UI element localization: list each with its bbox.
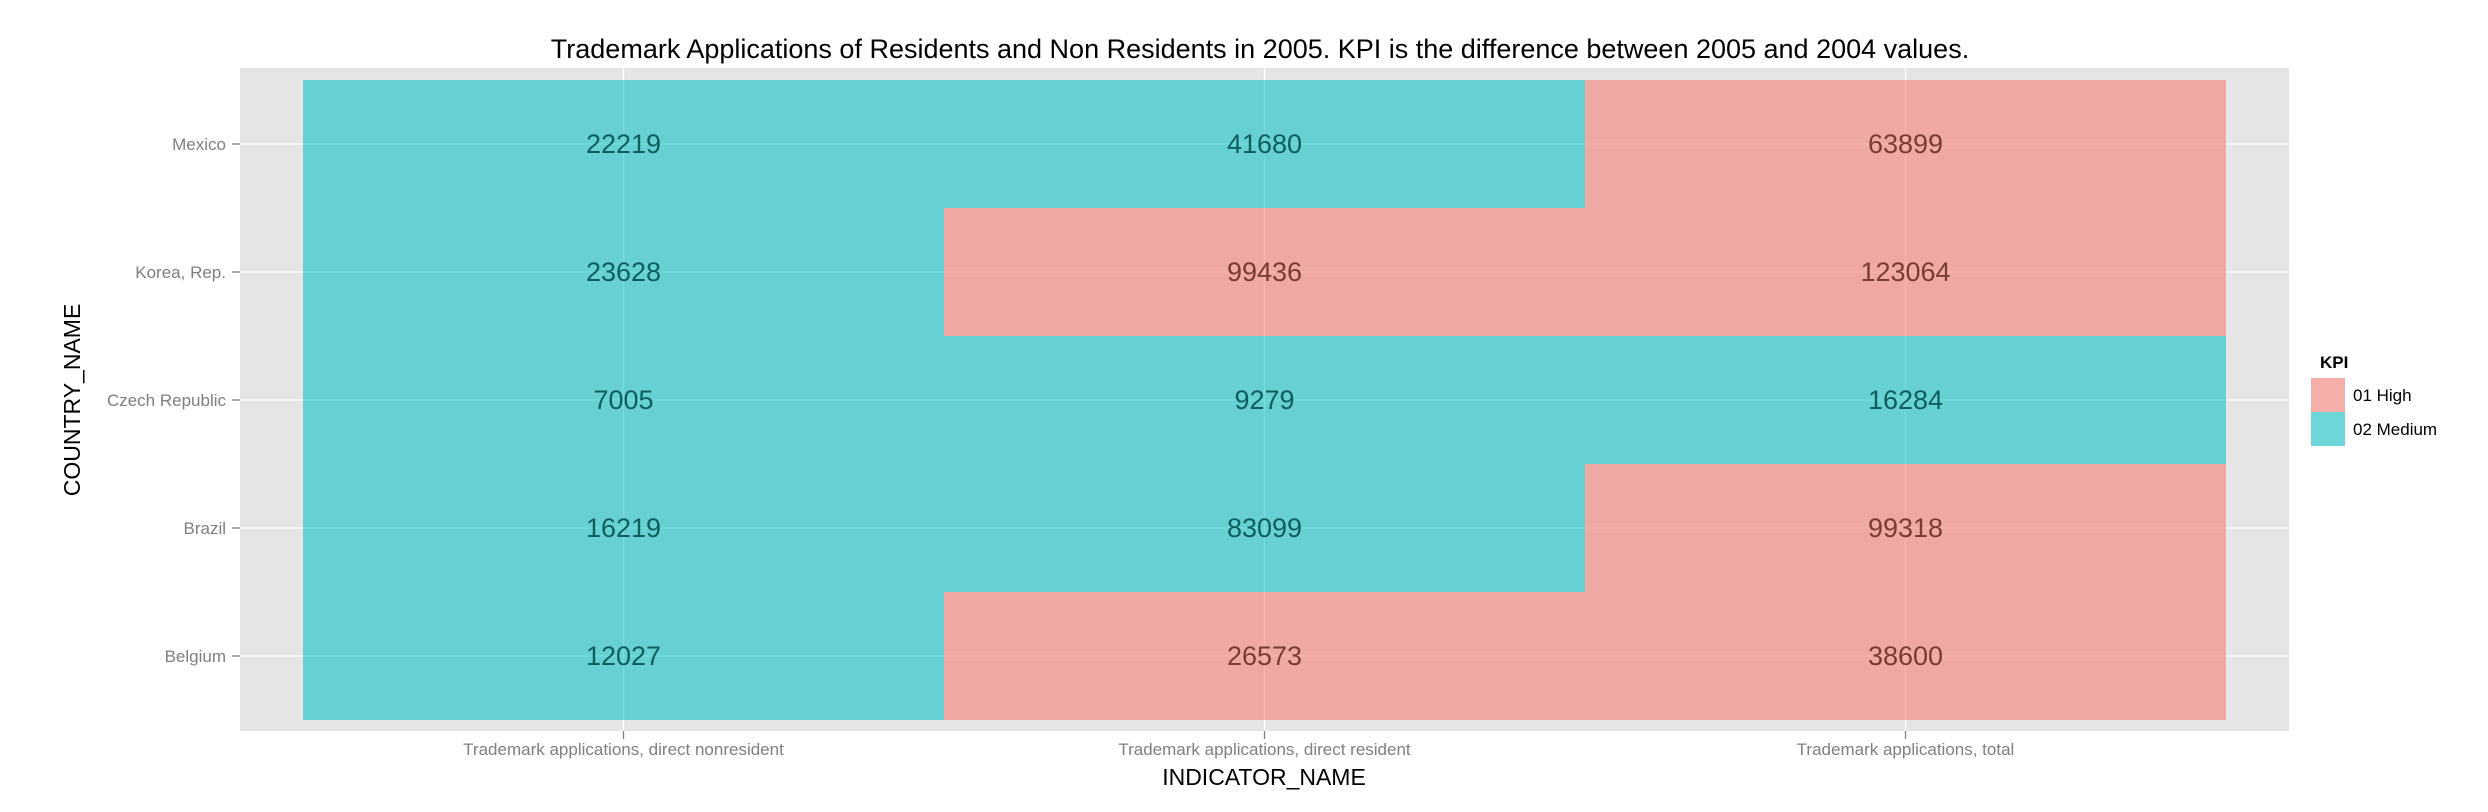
heatmap-cell: 83099 — [944, 464, 1585, 592]
legend-label: 02 Medium — [2353, 420, 2437, 439]
cell-value-label: 123064 — [1860, 257, 1950, 287]
heatmap-tile-belgium-3 — [1585, 592, 2226, 720]
heatmap-tile-czech-republic-3 — [1585, 336, 2226, 464]
y-axis-tick-labels: Mexico Korea, Rep. Czech Republic Brazil Bel… — [107, 135, 227, 666]
heatmap-cell: 7005 — [303, 336, 944, 464]
heatmap-cell: 23628 — [303, 208, 944, 336]
cell-value-label: 26573 — [1227, 641, 1302, 671]
heatmap-tile-czech-republic-2 — [944, 336, 1585, 464]
cell-value-label: 23628 — [586, 257, 661, 287]
y-tick-label: Belgium — [165, 647, 226, 666]
heatmap-tile-mexico-1 — [303, 80, 944, 208]
heatmap-cell: 99436 — [944, 208, 1585, 336]
heatmap-cell: 22219 — [303, 80, 944, 208]
cell-value-label: 16284 — [1868, 385, 1943, 415]
cell-value-label: 7005 — [593, 385, 653, 415]
cell-value-label: 41680 — [1227, 129, 1302, 159]
cell-value-label: 63899 — [1868, 129, 1943, 159]
heatmap-cell: 9279 — [944, 336, 1585, 464]
axis-ticks — [232, 143, 1907, 739]
cell-value-label: 16219 — [586, 513, 661, 543]
heatmap-tile-mexico-2 — [944, 80, 1585, 208]
legend-items: 01 High 02 Medium — [2311, 378, 2437, 446]
x-axis-tick-labels: Trademark applications, direct nonreside… — [463, 740, 2014, 759]
legend-swatch — [2311, 412, 2345, 446]
legend-title: KPI — [2320, 353, 2348, 372]
heatmap-tile-korea-rep-3 — [1585, 208, 2226, 336]
heatmap-tile-brazil-2 — [944, 464, 1585, 592]
heatmap-tile-brazil-1 — [303, 464, 944, 592]
legend: KPI 01 High 02 Medium — [2311, 353, 2437, 446]
y-tick-label: Czech Republic — [107, 391, 227, 410]
x-tick-label: Trademark applications, direct resident — [1118, 740, 1411, 759]
y-tick-label: Korea, Rep. — [135, 263, 226, 282]
legend-item-01-high: 01 High — [2311, 378, 2412, 412]
heatmap-cell: 41680 — [944, 80, 1585, 208]
legend-item-02-medium: 02 Medium — [2311, 412, 2437, 446]
cell-value-label: 9279 — [1234, 385, 1294, 415]
heatmap-cells: 22219 41680 63899 23628 99436 123064 7005 9279 1… — [303, 80, 2226, 720]
heatmap-cell: 38600 — [1585, 592, 2226, 720]
heatmap-cell: 16284 — [1585, 336, 2226, 464]
legend-swatch — [2311, 378, 2345, 412]
legend-label: 01 High — [2353, 386, 2412, 405]
y-tick-label: Brazil — [183, 519, 226, 538]
cell-value-label: 22219 — [586, 129, 661, 159]
x-tick-label: Trademark applications, total — [1797, 740, 2015, 759]
heatmap-tile-belgium-1 — [303, 592, 944, 720]
heatmap-cell: 99318 — [1585, 464, 2226, 592]
cell-value-label: 38600 — [1868, 641, 1943, 671]
heatmap-cell: 26573 — [944, 592, 1585, 720]
cell-value-label: 99318 — [1868, 513, 1943, 543]
heatmap-tile-brazil-3 — [1585, 464, 2226, 592]
y-axis-title: COUNTRY_NAME — [59, 304, 85, 497]
heatmap-tile-czech-republic-1 — [303, 336, 944, 464]
heatmap-tile-mexico-3 — [1585, 80, 2226, 208]
chart-title: Trademark Applications of Residents and … — [551, 34, 1969, 64]
heatmap-cell: 63899 — [1585, 80, 2226, 208]
cell-value-label: 99436 — [1227, 257, 1302, 287]
cell-value-label: 12027 — [586, 641, 661, 671]
heatmap-tile-korea-rep-2 — [944, 208, 1585, 336]
y-tick-label: Mexico — [172, 135, 226, 154]
heatmap-cell: 16219 — [303, 464, 944, 592]
heatmap-cell: 12027 — [303, 592, 944, 720]
heatmap-tile-belgium-2 — [944, 592, 1585, 720]
heatmap-tile-korea-rep-1 — [303, 208, 944, 336]
cell-value-label: 83099 — [1227, 513, 1302, 543]
x-axis-title: INDICATOR_NAME — [1162, 764, 1366, 790]
x-tick-label: Trademark applications, direct nonreside… — [463, 740, 784, 759]
heatmap-cell: 123064 — [1585, 208, 2226, 336]
